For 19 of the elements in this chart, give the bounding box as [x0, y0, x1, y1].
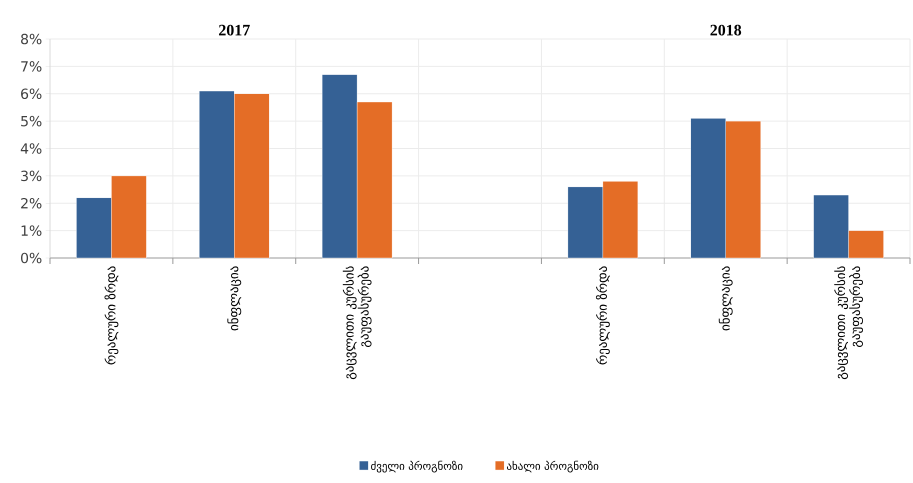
x-tick-label: რეალური ზრდა	[104, 266, 118, 364]
x-tick-label: რეალური ზრდა	[596, 266, 610, 364]
y-tick-label: 4%	[20, 143, 42, 154]
x-tick-label: გაცვლითი კურსის გაუფასურება	[834, 266, 863, 380]
y-tick-label: 3%	[21, 170, 42, 182]
y-tick-label: 0%	[21, 252, 42, 264]
y-tick-label: 8%	[21, 34, 42, 44]
y-tick-label: 5%	[21, 116, 42, 126]
x-tick-label: გაცვლითი კურსის გაუფასურება	[342, 266, 372, 380]
y-tick-label: 1%	[22, 225, 42, 236]
legend-label: ახალი პროგნოზი	[506, 460, 598, 472]
x-tick-label: ინფლაცია	[227, 266, 242, 330]
y-tick-label: 7%	[21, 61, 42, 72]
y-tick-label: 2%	[21, 198, 42, 209]
text: 2018	[710, 24, 742, 36]
y-tick-label: 6%	[21, 88, 42, 100]
x-tick-label: ინფლაცია	[718, 266, 733, 330]
text: 2017	[219, 24, 250, 36]
legend-label: ძველი პროგნოზი	[371, 460, 462, 472]
